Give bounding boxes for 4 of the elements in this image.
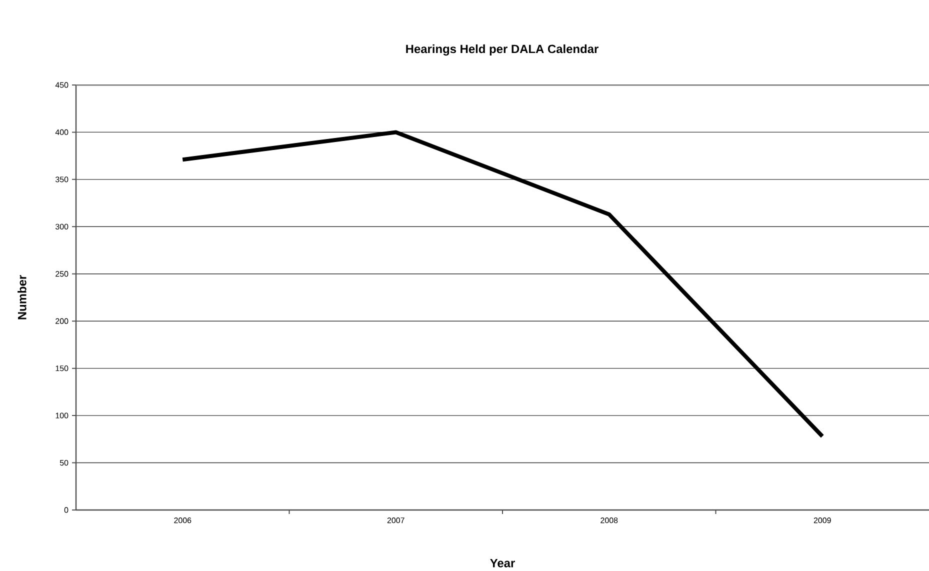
line-series xyxy=(180,130,824,438)
chart-title: Hearings Held per DALA Calendar xyxy=(406,44,598,56)
x-axis-title: Year xyxy=(490,558,515,568)
y-axis-title: Number xyxy=(18,275,26,320)
